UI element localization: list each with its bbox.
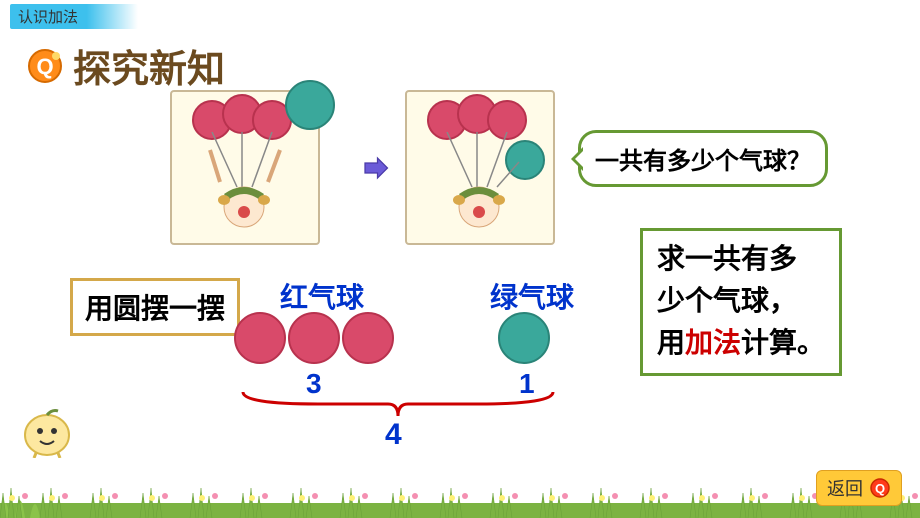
svg-text:Q: Q (875, 481, 885, 496)
svg-text:Q: Q (36, 54, 53, 79)
section-title: Q 探究新知 (25, 38, 225, 93)
apple-mascot-icon (20, 403, 75, 458)
result-box: 求一共有多 少个气球， 用加法计算。 (640, 228, 842, 376)
number-four: 4 (385, 418, 402, 452)
clown-after (405, 90, 555, 245)
grass-decoration (0, 468, 920, 518)
instruction-box: 用圆摆一摆 (70, 278, 240, 336)
result-line3: 用加法计算。 (657, 323, 825, 365)
back-button[interactable]: 返回 Q (816, 470, 902, 506)
q-small-icon: Q (869, 477, 891, 499)
clown-illustration-group (170, 90, 555, 245)
result-line2: 少个气球， (657, 281, 825, 323)
red-circles (234, 312, 394, 364)
brace-curly (238, 390, 558, 420)
q-icon: Q (25, 46, 65, 86)
arrow-right-icon (360, 153, 390, 183)
label-green-balloon: 绿气球 (490, 276, 574, 316)
section-title-text: 探究新知 (73, 38, 225, 93)
speech-bubble: 一共有多少个气球？ (578, 130, 828, 187)
green-circles (498, 312, 550, 364)
breadcrumb: 认识加法 (10, 4, 138, 29)
back-button-label: 返回 (827, 475, 863, 501)
label-red-balloon: 红气球 (280, 276, 364, 316)
result-line1: 求一共有多 (657, 239, 825, 281)
